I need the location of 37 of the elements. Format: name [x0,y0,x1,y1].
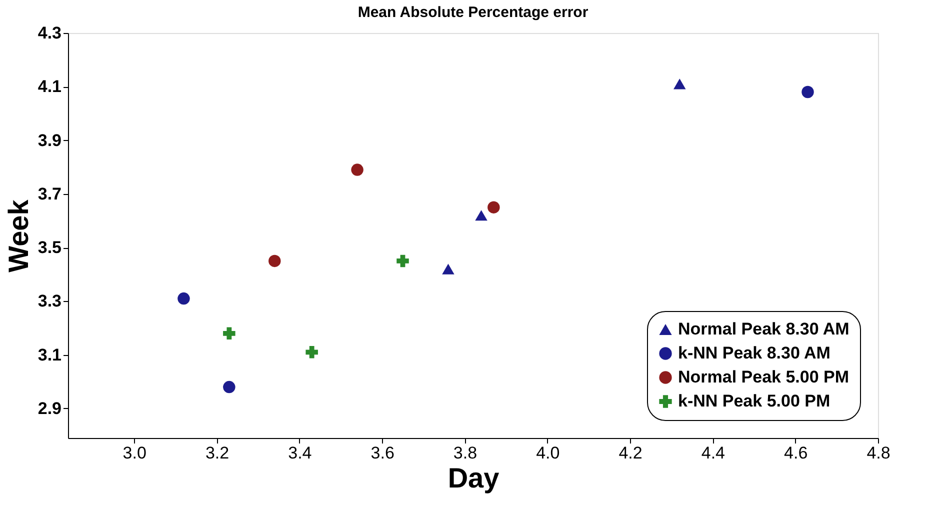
y-axis-title: Week [2,199,34,272]
x-tick-label: 3.2 [205,444,230,462]
x-tick-label: 4.8 [866,444,890,462]
y-tick-label: 3.7 [38,184,62,204]
x-tick-label: 3.4 [288,444,312,462]
point [351,164,364,176]
x-tick-label: 4.0 [536,444,560,462]
point [442,264,454,274]
legend-label: k-NN Peak 8.30 AM [678,344,830,362]
point [223,380,236,394]
point [178,292,190,305]
point [488,201,500,214]
y-tick-label: 2.9 [38,398,62,418]
y-tick-label: 3.9 [38,130,62,150]
x-tick-label: 3.0 [122,444,146,462]
point [396,254,409,268]
point [674,78,686,90]
point [306,346,318,358]
chart-title: Mean Absolute Percentage error [358,4,588,21]
legend-label: Normal Peak 5.00 PM [678,368,850,386]
point [223,327,236,340]
y-tick-label: 4.1 [38,77,62,96]
legend-label: Normal Peak 8.30 AM [678,320,850,338]
x-tick-label: 4.6 [784,444,808,462]
point [802,86,814,98]
y-tick-label: 3.1 [38,345,62,364]
x-tick-label: 4.2 [618,444,642,462]
point [475,210,488,221]
y-tick-label: 4.3 [38,24,62,42]
legend-label: k-NN Peak 5.00 PM [678,392,830,410]
x-tick-label: 3.8 [453,444,478,462]
y-tick-label: 3.5 [38,238,62,258]
x-tick-label: 4.4 [701,444,726,462]
x-tick-label: 3.6 [370,444,394,462]
x-axis-title: Day [448,462,500,494]
y-tick-label: 3.3 [38,292,62,311]
point [268,254,281,268]
